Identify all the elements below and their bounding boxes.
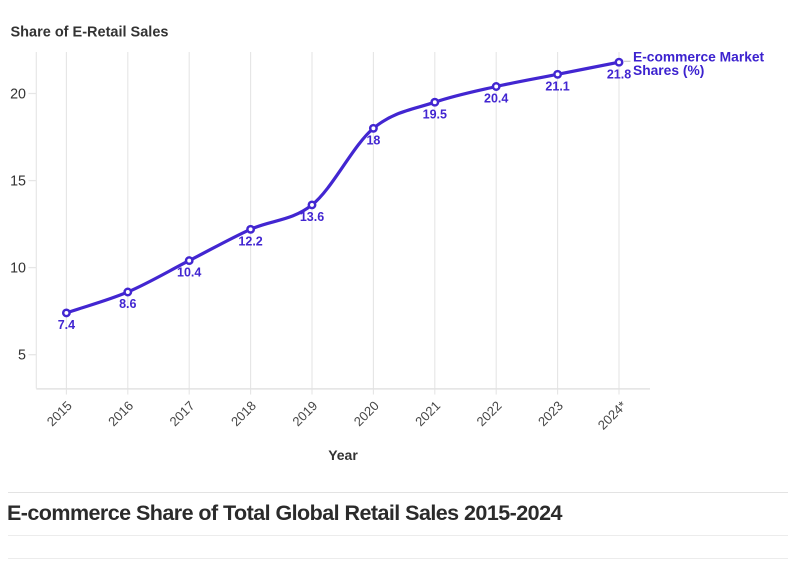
svg-text:Year: Year [328,447,358,463]
svg-text:E-commerce Market: E-commerce Market [633,50,765,65]
svg-text:2024*: 2024* [595,398,630,433]
svg-text:8.6: 8.6 [119,297,136,311]
svg-text:2018: 2018 [228,398,259,429]
svg-text:2020: 2020 [351,398,382,429]
svg-text:10: 10 [10,261,26,277]
svg-text:2016: 2016 [105,398,136,429]
svg-text:15: 15 [10,174,26,190]
svg-text:5: 5 [18,348,26,364]
svg-text:21.1: 21.1 [545,79,569,93]
svg-text:18: 18 [366,133,380,147]
svg-text:2015: 2015 [44,398,75,429]
svg-text:20.4: 20.4 [484,92,508,106]
svg-text:10.4: 10.4 [177,266,201,280]
svg-text:2017: 2017 [167,398,198,429]
svg-text:2021: 2021 [412,398,443,429]
svg-text:Share of E-Retail Sales: Share of E-Retail Sales [11,25,169,41]
svg-text:Shares (%): Shares (%) [633,63,704,78]
svg-text:2023: 2023 [535,398,566,429]
svg-text:21.8: 21.8 [607,67,631,81]
svg-text:7.4: 7.4 [58,318,75,332]
svg-text:13.6: 13.6 [300,210,324,224]
svg-text:2019: 2019 [289,398,320,429]
svg-text:19.5: 19.5 [423,107,447,121]
svg-text:2022: 2022 [474,398,505,429]
svg-text:12.2: 12.2 [238,234,262,248]
svg-text:20: 20 [10,86,26,102]
